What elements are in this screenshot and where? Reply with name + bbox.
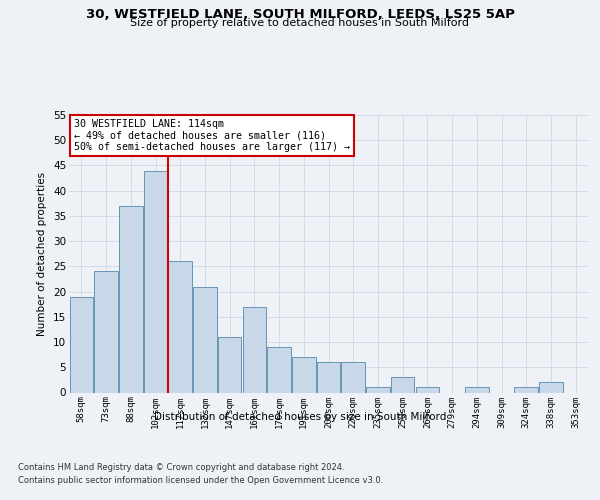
Bar: [539, 382, 563, 392]
Bar: [416, 388, 439, 392]
Bar: [465, 388, 488, 392]
Text: Distribution of detached houses by size in South Milford: Distribution of detached houses by size …: [154, 412, 446, 422]
Text: Contains HM Land Registry data © Crown copyright and database right 2024.: Contains HM Land Registry data © Crown c…: [18, 462, 344, 471]
Bar: [391, 378, 415, 392]
Bar: [169, 262, 192, 392]
Text: 30 WESTFIELD LANE: 114sqm
← 49% of detached houses are smaller (116)
50% of semi: 30 WESTFIELD LANE: 114sqm ← 49% of detac…: [74, 119, 350, 152]
Text: 30, WESTFIELD LANE, SOUTH MILFORD, LEEDS, LS25 5AP: 30, WESTFIELD LANE, SOUTH MILFORD, LEEDS…: [86, 8, 514, 20]
Bar: [292, 357, 316, 392]
Bar: [341, 362, 365, 392]
Bar: [268, 347, 291, 393]
Bar: [218, 337, 241, 392]
Y-axis label: Number of detached properties: Number of detached properties: [37, 172, 47, 336]
Bar: [70, 296, 93, 392]
Bar: [94, 272, 118, 392]
Bar: [144, 170, 167, 392]
Bar: [366, 388, 389, 392]
Bar: [119, 206, 143, 392]
Text: Contains public sector information licensed under the Open Government Licence v3: Contains public sector information licen…: [18, 476, 383, 485]
Bar: [317, 362, 340, 392]
Bar: [514, 388, 538, 392]
Bar: [193, 286, 217, 393]
Text: Size of property relative to detached houses in South Milford: Size of property relative to detached ho…: [131, 18, 470, 28]
Bar: [242, 306, 266, 392]
